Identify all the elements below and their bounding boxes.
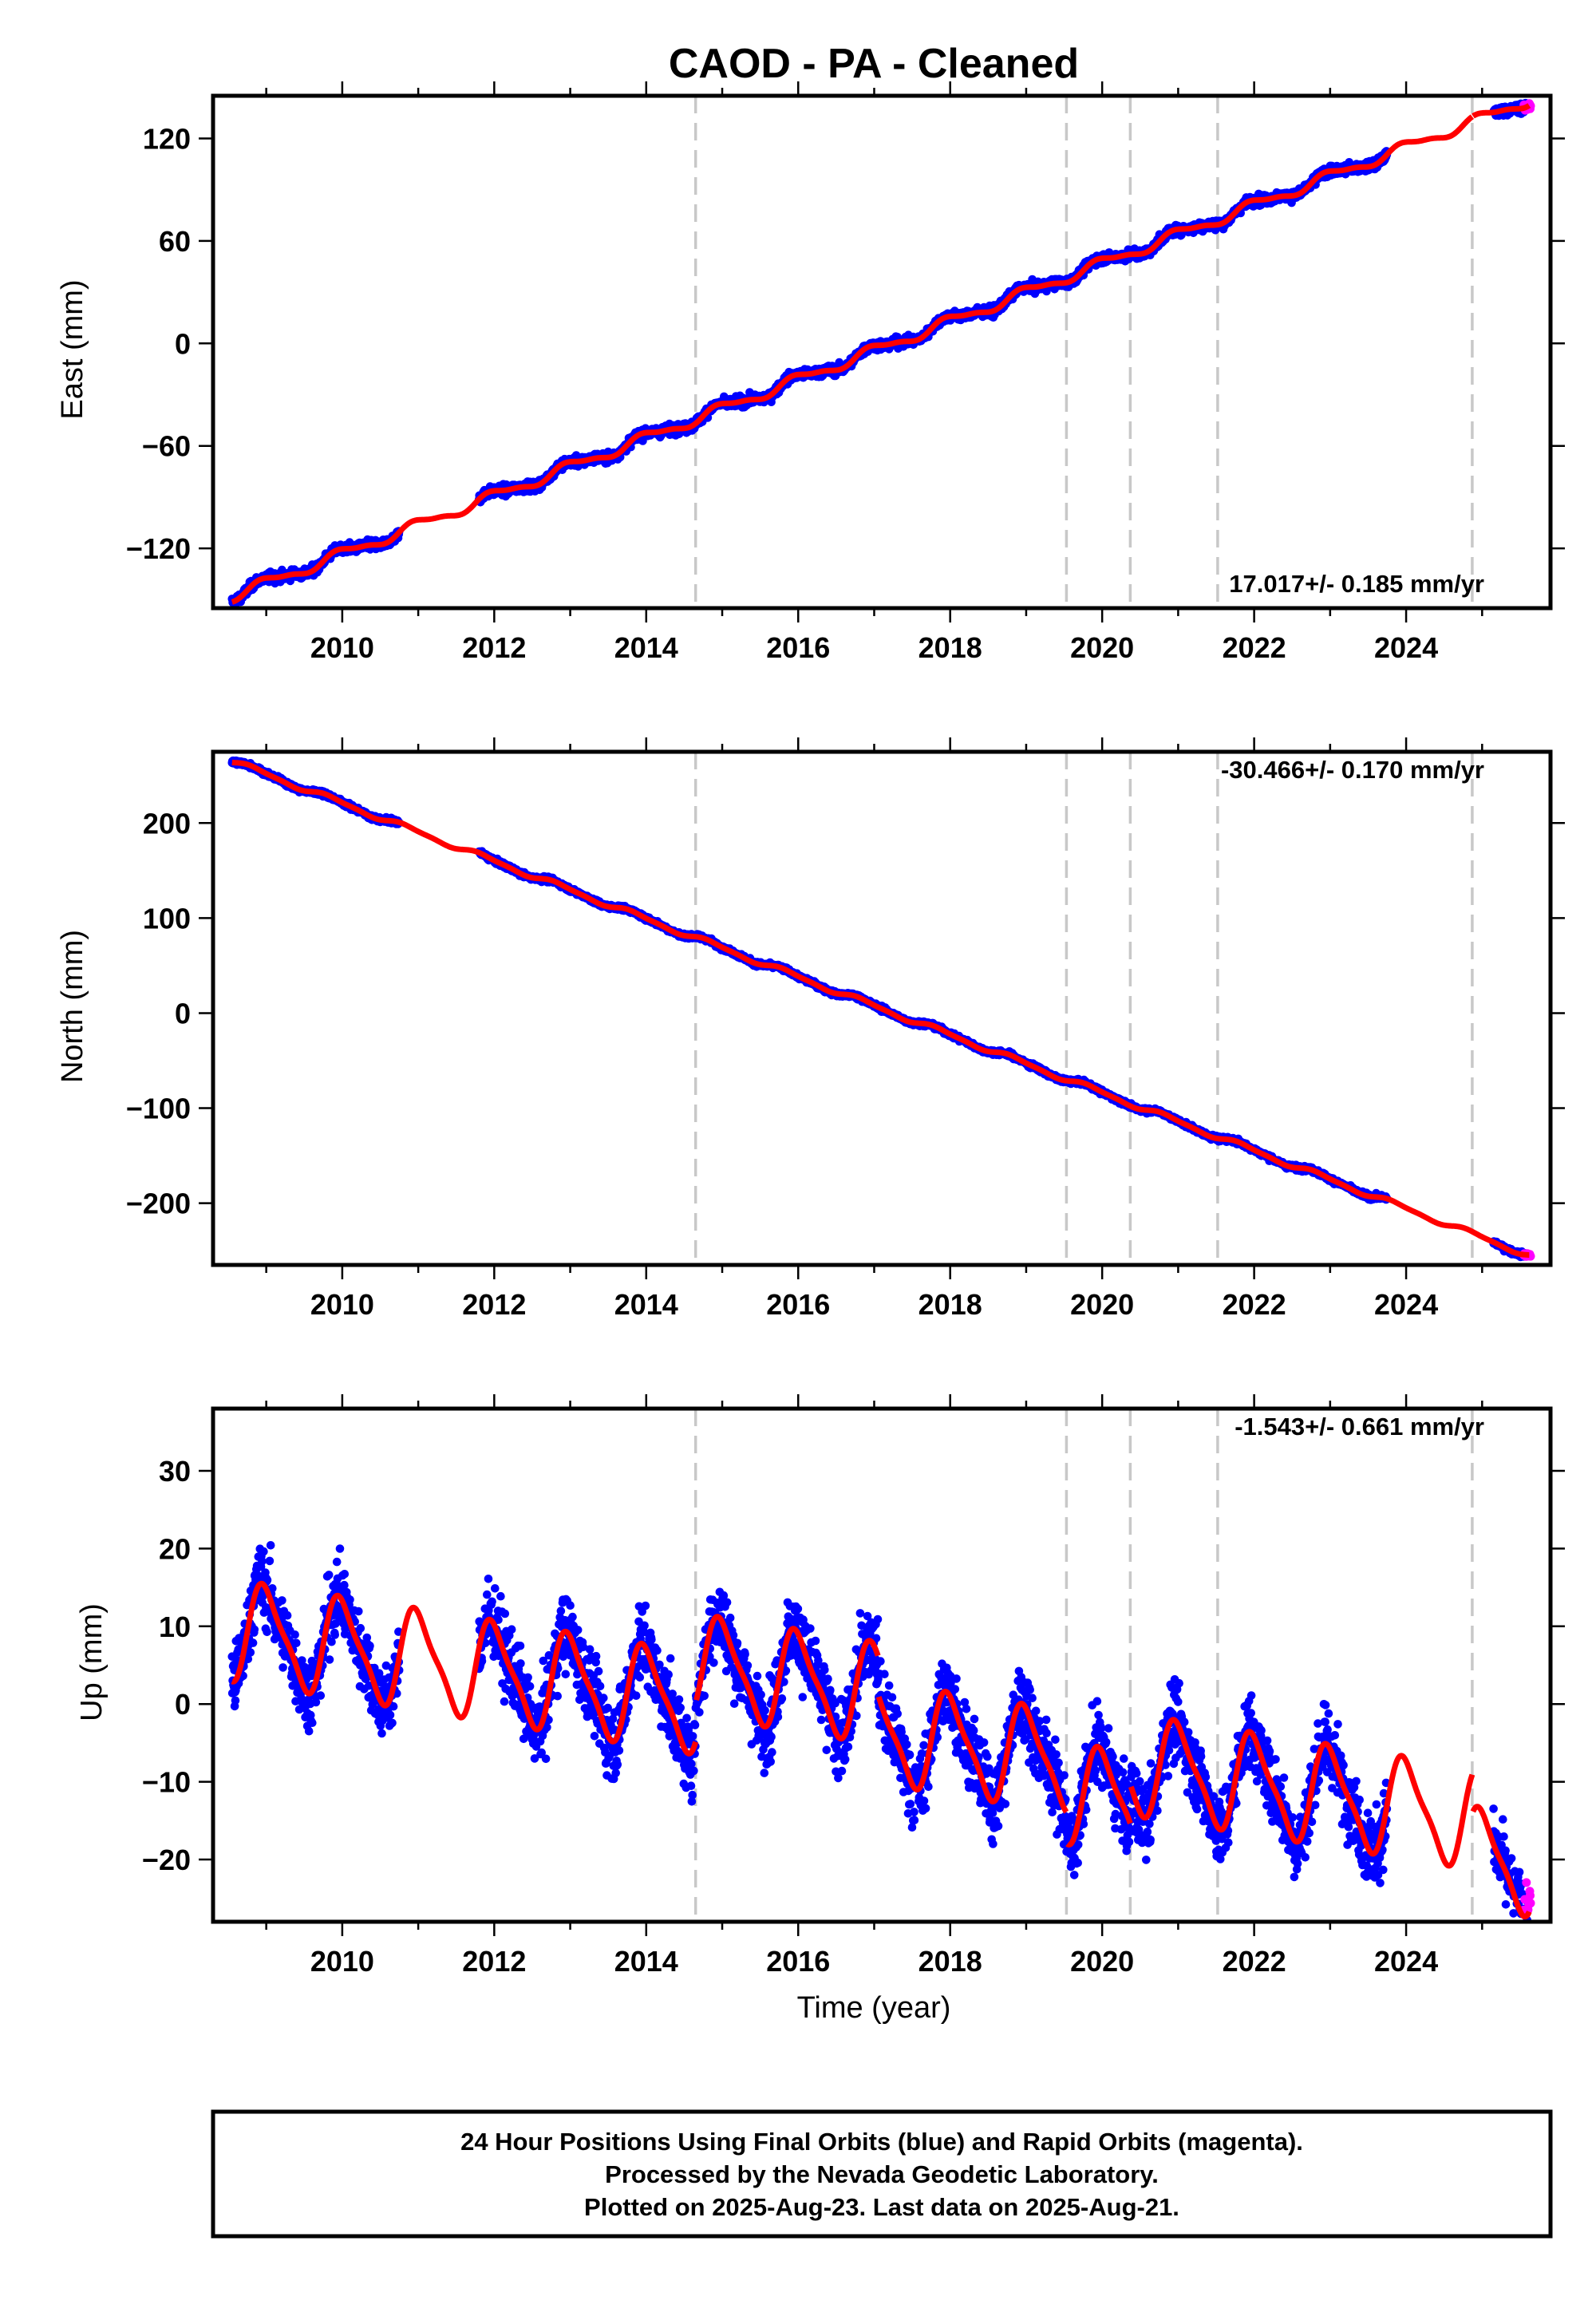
east-x-tick-label: 2024 (1374, 631, 1438, 664)
north-data-layer (227, 752, 1535, 1265)
east-panel: 2010 2012 2014 2016 2018 2020 2022 2024 −120 −60 0… (56, 81, 1565, 664)
east-model-curve (230, 103, 1531, 605)
east-x-tick-label: 2018 (918, 631, 982, 664)
east-x-tick-label: 2020 (1070, 631, 1134, 664)
east-data-layer (227, 96, 1535, 608)
east-y-tick-label: 120 (143, 123, 191, 156)
east-x-tick-label: 2012 (462, 631, 526, 664)
east-x-tick-label: 2022 (1223, 631, 1286, 664)
chart-title: CAOD - PA - Cleaned (669, 41, 1079, 87)
north-panel: 2010 2012 2014 2016 2018 2020 2022 2024−200−100… (56, 737, 1565, 1321)
east-rate-label: 17.017+/- 0.185 mm/yr (1229, 570, 1484, 598)
east-y-tick-label: 0 (175, 327, 191, 360)
east-y-tick-label: 60 (159, 225, 191, 258)
east-plot-area: 2010 2012 2014 2016 2018 2020 2022 2024 −120 −60 0… (126, 81, 1565, 664)
east-y-tick-label: −60 (142, 430, 191, 463)
east-x-tick-label: 2016 (766, 631, 830, 664)
east-x-tick-label: 2014 (614, 631, 678, 664)
east-x-tick-label: 2010 (310, 631, 374, 664)
east-y-tick-label: −120 (126, 532, 191, 565)
north-plot-area: 2010 2012 2014 2016 2018 2020 2022 2024−200−100… (126, 737, 1565, 1321)
east-y-axis-label: East (mm) (56, 279, 89, 419)
